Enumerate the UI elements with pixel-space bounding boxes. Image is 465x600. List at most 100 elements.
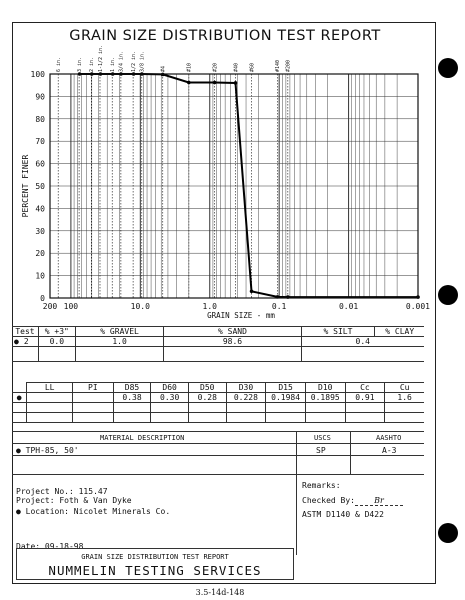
cell-d30: 0.228	[225, 392, 267, 403]
plot-frame	[49, 73, 419, 299]
sieve-label: #4	[161, 66, 167, 72]
col-pi: PI	[72, 382, 114, 393]
sieve-labels: 6 in. 3 in. 2 in. 1-1/2 in. 1 in. 3/4 in. 1/2 …	[56, 45, 292, 298]
binder-hole	[438, 58, 458, 78]
cell-d15: 0.1984	[265, 392, 306, 403]
cell-sand: 98.6	[163, 336, 302, 347]
col-plus3: % +3"	[37, 326, 76, 337]
col-test: Test	[12, 326, 39, 337]
col-clay: % CLAY	[374, 326, 424, 337]
y-tick-label: 60	[35, 160, 45, 169]
y-tick-label: 70	[35, 137, 45, 146]
cell-pi	[72, 392, 114, 403]
y-axis-label: PERCENT FINER	[21, 155, 30, 218]
company-name: NUMMELIN TESTING SERVICES	[48, 563, 262, 578]
project-location: ● Location: Nicolet Minerals Co.	[16, 507, 171, 516]
col-gravel: % GRAVEL	[74, 326, 165, 337]
cell-cc: 0.91	[344, 392, 386, 403]
x-axis-label: GRAIN SIZE - mm	[207, 311, 275, 320]
page-code: 3.5-14d-148	[195, 588, 245, 597]
x-tick-label: 10.0	[131, 302, 150, 311]
sieve-label: 1/2 in.	[131, 51, 137, 72]
y-tick-label: 100	[31, 70, 46, 79]
checked-by: Checked By: Br	[302, 496, 403, 506]
cell-gravel: 1.0	[74, 336, 165, 347]
y-tick-label: 0	[40, 294, 45, 303]
uscs-header: USCS	[314, 434, 331, 442]
sieve-label: 3/4 in.	[119, 51, 125, 72]
x-tick-label: 200	[43, 302, 58, 311]
col-cu: Cu	[384, 382, 424, 393]
col-silt: % SILT	[300, 326, 376, 337]
cell-d85: 0.38	[112, 392, 152, 403]
col-d30: D30	[225, 382, 267, 393]
data-point	[212, 80, 217, 85]
sieve-label: #10	[187, 63, 193, 72]
sieve-label: #40	[233, 63, 239, 72]
sieve-label: 3 in.	[77, 57, 83, 72]
aashto-header: AASHTO	[376, 434, 402, 442]
sieve-label: #200	[286, 60, 292, 72]
sieve-label: 1-1/2 in.	[98, 45, 104, 72]
astm-reference: ASTM D1140 & D422	[302, 510, 384, 519]
grain-size-chart: 0 10 20 30 40 50 60 70 80 90 100 200 100 10.0 1.0 0.1 0…	[21, 45, 430, 320]
sieve-label: #20	[212, 63, 218, 72]
remarks-label: Remarks:	[302, 481, 341, 490]
data-point	[249, 289, 254, 294]
x-tick-label: 1.0	[203, 302, 218, 311]
checker-signature: Br	[354, 496, 403, 506]
cell-plus3: 0.0	[37, 336, 76, 347]
cell-d50: 0.28	[187, 392, 227, 403]
y-tick-label: 50	[35, 182, 45, 191]
gradation-line	[79, 73, 418, 299]
data-point	[187, 80, 191, 85]
y-tick-label: 40	[35, 204, 45, 213]
sieve-label: 2 in.	[89, 57, 95, 72]
data-point	[233, 81, 238, 85]
sieve-label: #140	[275, 60, 281, 72]
y-tick-label: 80	[35, 115, 45, 124]
report-title: GRAIN SIZE DISTRIBUTION TEST REPORT	[69, 28, 381, 44]
chart-grid	[49, 73, 419, 299]
col-d85: D85	[112, 382, 152, 393]
cell-d60: 0.30	[150, 392, 189, 403]
cell-silt-clay: 0.4	[300, 336, 424, 347]
footer-box	[16, 548, 294, 580]
x-tick-label: 0.1	[272, 302, 287, 311]
y-axis-ticks: 0 10 20 30 40 50 60 70 80 90 100	[31, 70, 46, 303]
sieve-label: 3/8 in.	[140, 51, 146, 72]
material-description: ● TPH-85, 50'	[16, 446, 79, 455]
project-name: Project: Foth & Van Dyke	[16, 496, 132, 505]
y-tick-label: 90	[35, 92, 45, 101]
gradation-table: Test % +3" % GRAVEL % SAND % SILT % CLAY…	[12, 326, 424, 362]
col-sand: % SAND	[163, 326, 302, 337]
x-tick-label: 0.01	[339, 302, 358, 311]
binder-hole	[438, 523, 458, 543]
cell-cu: 1.6	[384, 392, 424, 403]
sieve-label: 1 in.	[110, 57, 116, 72]
material-block	[12, 431, 424, 475]
project-number: Project No.: 115.47	[16, 487, 108, 496]
cell-ll	[26, 392, 74, 403]
y-tick-label: 10	[35, 272, 45, 281]
cell-test: ● 2	[12, 336, 39, 347]
x-tick-label: 0.001	[406, 302, 430, 311]
col-d10: D10	[304, 382, 346, 393]
uscs-value: SP	[316, 446, 326, 455]
properties-table: LL PI D85 D60 D50 D30 D15 D10 Cc Cu ● 0.…	[12, 382, 424, 423]
col-d50: D50	[187, 382, 227, 393]
material-header: MATERIAL DESCRIPTION	[100, 434, 185, 442]
binder-hole	[438, 285, 458, 305]
y-tick-label: 30	[35, 227, 45, 236]
sieve-label: #60	[249, 63, 255, 72]
col-ll: LL	[26, 382, 74, 393]
report-frame	[12, 22, 436, 584]
x-axis-ticks: 200 100 10.0 1.0 0.1 0.01 0.001	[43, 302, 430, 311]
sieve-label: 6 in.	[56, 57, 62, 72]
cell-d10: 0.1895	[304, 392, 346, 403]
footer-report-name: GRAIN SIZE DISTRIBUTION TEST REPORT	[81, 553, 229, 561]
test-date: Date: 09-18-98	[16, 542, 84, 551]
gradation-curve	[77, 72, 420, 299]
y-tick-label: 20	[35, 249, 45, 258]
aashto-value: A-3	[382, 446, 397, 455]
